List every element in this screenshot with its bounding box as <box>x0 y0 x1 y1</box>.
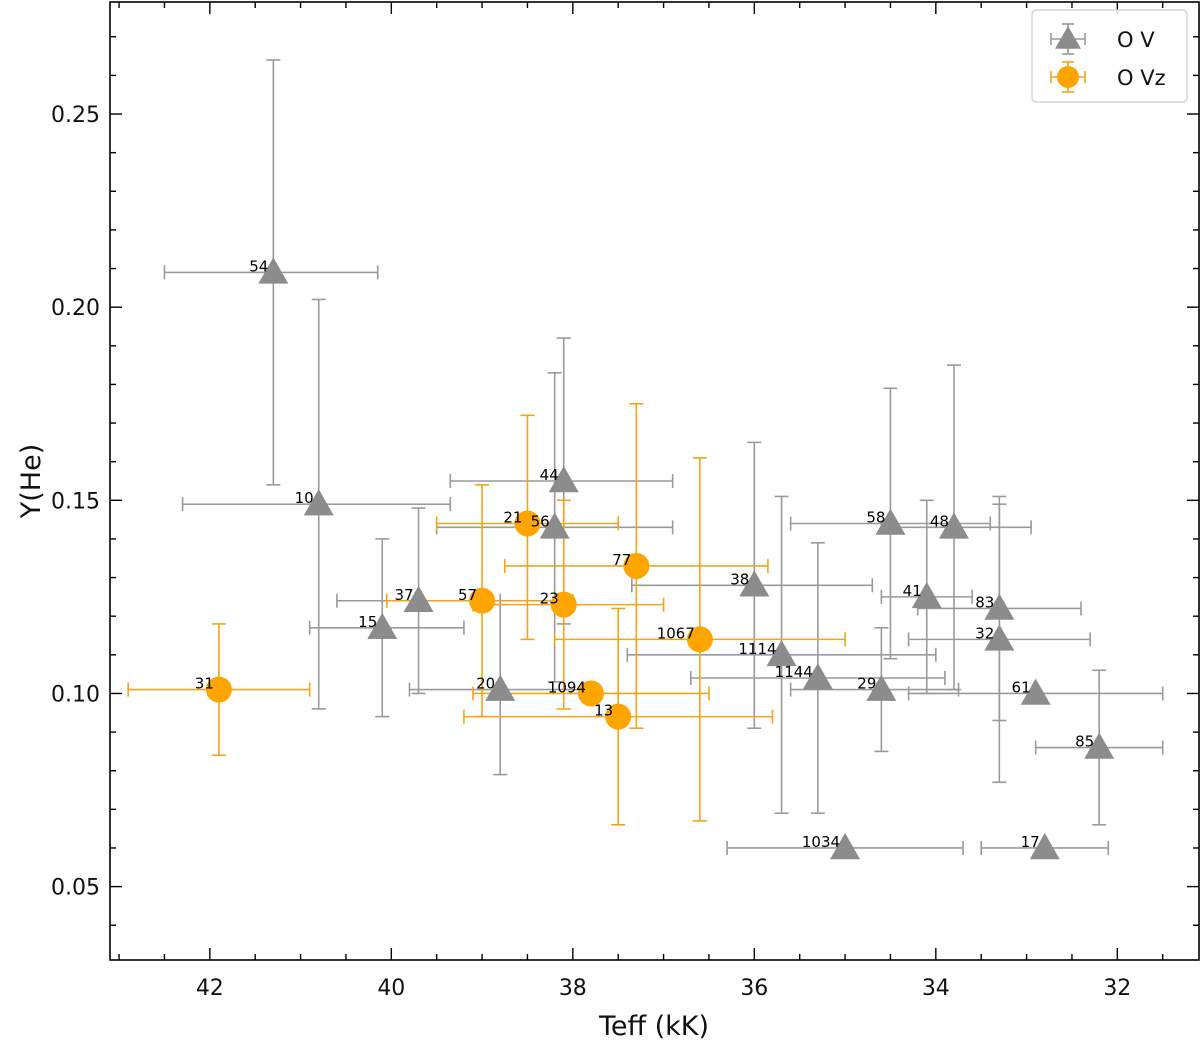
point-label: 31 <box>195 675 214 693</box>
point-label: 57 <box>458 586 477 604</box>
data-point-o-v <box>258 257 289 284</box>
point-label: 29 <box>857 675 876 693</box>
y-tick-label: 0.25 <box>51 103 100 128</box>
legend-entry-o-vz <box>1050 61 1086 93</box>
data-point-o-v <box>766 639 797 667</box>
y-tick-label: 0.20 <box>51 296 100 321</box>
point-label: 85 <box>1075 733 1094 751</box>
data-point-o-v <box>548 466 579 493</box>
point-label: 21 <box>503 508 522 526</box>
y-axis-label: Y(He) <box>16 444 47 519</box>
data-point-o-v <box>938 512 969 539</box>
data-point-o-vz <box>205 676 232 703</box>
markers-layer <box>205 257 1115 860</box>
x-tick-label: 32 <box>1103 976 1131 1001</box>
data-point-o-v <box>866 674 897 701</box>
legend: O V O Vz <box>1031 9 1188 103</box>
point-label: 1034 <box>802 833 840 851</box>
data-point-o-v <box>984 593 1015 620</box>
data-point-o-vz <box>550 591 577 618</box>
x-tick-label: 40 <box>377 976 405 1001</box>
x-tick-label: 36 <box>740 976 768 1001</box>
y-tick-label: 0.15 <box>51 489 100 514</box>
data-point-o-v <box>1020 678 1051 705</box>
point-label: 1067 <box>657 624 695 642</box>
y-tick-label: 0.10 <box>51 682 100 707</box>
ticks-layer: 42 40 38 36 34 32 0.05 0.10 0.15 0.20 0.25 <box>51 2 1199 1001</box>
x-tick-label: 38 <box>559 976 587 1001</box>
data-point-o-v <box>984 624 1015 651</box>
point-label: 56 <box>531 512 550 530</box>
point-label: 58 <box>866 508 885 526</box>
legend-marker-o-v <box>1055 26 1081 49</box>
legend-label-o-vz: O Vz <box>1117 66 1166 90</box>
data-point-o-vz <box>605 703 632 730</box>
errorbars-layer <box>127 59 1164 855</box>
point-labels-layer: 54 10 37 15 44 56 20 38 1114 1144 58 48 41 29 83 32 61 85… <box>195 257 1094 851</box>
data-point-o-v <box>367 612 398 640</box>
point-label: 48 <box>930 512 949 530</box>
point-label: 32 <box>975 624 994 642</box>
y-tick-label: 0.05 <box>51 876 100 901</box>
data-point-o-v <box>830 832 861 860</box>
point-label: 44 <box>540 466 559 484</box>
data-point-o-v <box>802 663 833 690</box>
data-point-o-vz <box>623 552 650 579</box>
data-point-o-v <box>911 581 942 609</box>
point-label: 13 <box>594 702 613 720</box>
point-label: 1114 <box>738 640 776 658</box>
data-point-o-v <box>403 585 434 612</box>
point-label: 38 <box>730 570 749 588</box>
point-label: 83 <box>975 593 994 611</box>
data-point-o-v <box>875 508 906 535</box>
x-tick-label: 42 <box>196 976 224 1001</box>
legend-label-o-v: O V <box>1117 28 1155 52</box>
point-label: 54 <box>249 257 268 275</box>
point-label: 20 <box>476 675 495 693</box>
data-point-o-v <box>739 570 770 597</box>
legend-entry-o-v <box>1050 23 1086 55</box>
data-point-o-vz <box>514 510 541 537</box>
data-point-o-v <box>539 512 570 539</box>
data-point-o-v <box>303 489 334 516</box>
point-label: 10 <box>295 489 314 507</box>
data-point-o-vz <box>577 680 604 707</box>
data-point-o-v <box>485 674 516 701</box>
point-label: 41 <box>903 582 922 600</box>
point-label: 37 <box>394 586 413 604</box>
point-label: 1144 <box>775 663 813 681</box>
x-tick-label: 34 <box>922 976 950 1001</box>
plot-frame <box>109 1 1200 961</box>
data-point-o-v <box>1029 832 1060 860</box>
x-axis-label: Teff (kK) <box>598 1011 709 1042</box>
data-point-o-v <box>1084 732 1115 759</box>
point-label: 23 <box>540 590 559 608</box>
point-label: 77 <box>612 551 631 569</box>
point-label: 17 <box>1021 833 1040 851</box>
point-label: 61 <box>1012 678 1031 696</box>
legend-marker-o-vz <box>1057 66 1079 88</box>
data-point-o-vz <box>686 626 713 653</box>
point-label: 1094 <box>548 678 586 696</box>
point-label: 15 <box>358 613 377 631</box>
data-point-o-vz <box>469 587 496 614</box>
